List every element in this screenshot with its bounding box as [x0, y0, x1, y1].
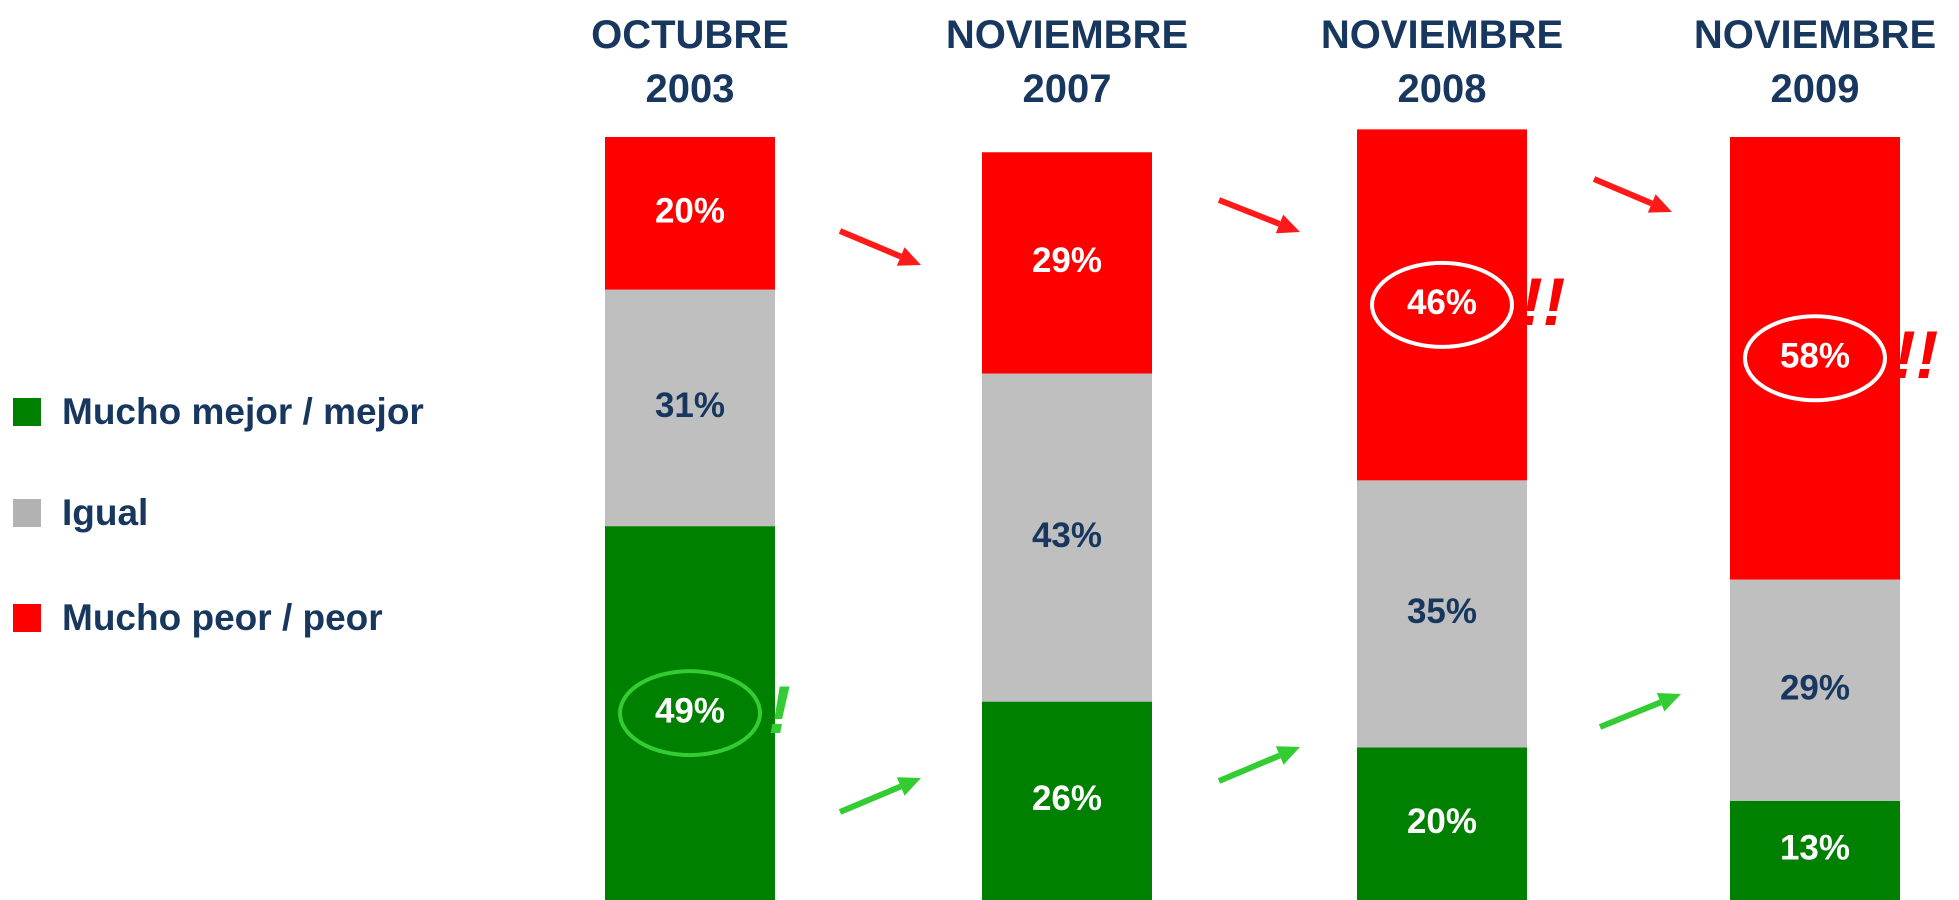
- legend-label: Mucho peor / peor: [62, 597, 383, 638]
- value-label: 29%: [1780, 668, 1850, 707]
- value-label: 58%: [1780, 337, 1850, 376]
- category-label: NOVIEMBRE 2009: [1693, 13, 1937, 111]
- bar-segment: [605, 289, 775, 527]
- value-label: 26%: [1032, 779, 1102, 818]
- value-label: 20%: [1407, 802, 1477, 841]
- annotation: !!: [1893, 317, 1938, 393]
- trend-arrow-head: [1275, 746, 1300, 765]
- trend-arrow-head: [896, 247, 921, 266]
- category-label: NOVIEMBRE 2008: [1320, 13, 1564, 111]
- trend-arrow: [1217, 197, 1281, 227]
- bar-segment: [605, 526, 775, 900]
- trend-arrow-head: [1275, 214, 1300, 234]
- bar-segment: [1357, 747, 1527, 900]
- annotation: !!: [1520, 264, 1565, 340]
- value-label: 43%: [1032, 516, 1102, 555]
- highlight-ellipse: [1743, 314, 1887, 403]
- legend-swatch: [13, 499, 41, 527]
- trend-arrow: [1217, 752, 1281, 784]
- highlight-ellipse: [618, 669, 762, 758]
- annotation: !: [768, 672, 791, 748]
- trend-arrow: [838, 228, 902, 260]
- bar-segment: [982, 373, 1152, 702]
- trend-arrow: [1598, 699, 1662, 730]
- value-label: 31%: [655, 386, 725, 425]
- value-label: 20%: [655, 192, 725, 231]
- legend-swatch: [13, 604, 41, 632]
- bar-segment: [1357, 480, 1527, 748]
- value-label: 46%: [1407, 283, 1477, 322]
- value-label: 49%: [655, 691, 725, 730]
- legend-label: Mucho mejor / mejor: [62, 391, 424, 432]
- trend-arrow-head: [1656, 693, 1681, 712]
- bar-segment: [605, 137, 775, 290]
- value-label: 35%: [1407, 592, 1477, 631]
- legend-label: Igual: [62, 492, 148, 533]
- bar-segment: [982, 701, 1152, 900]
- bar-segment: [1357, 129, 1527, 481]
- bar-segment: [1730, 800, 1900, 900]
- trend-arrow: [1592, 176, 1653, 207]
- highlight-ellipse: [1370, 260, 1514, 349]
- value-label: 29%: [1032, 241, 1102, 280]
- category-label: OCTUBRE 2003: [591, 13, 789, 111]
- bar-segment: [1730, 137, 1900, 580]
- value-label: 13%: [1780, 829, 1850, 868]
- trend-arrow-head: [896, 777, 921, 796]
- bar-segment: [1730, 579, 1900, 801]
- category-label: NOVIEMBRE 2007: [945, 13, 1189, 111]
- legend-swatch: [13, 398, 41, 426]
- trend-arrow-head: [1647, 194, 1672, 213]
- bar-segment: [982, 152, 1152, 374]
- trend-arrow: [838, 783, 902, 815]
